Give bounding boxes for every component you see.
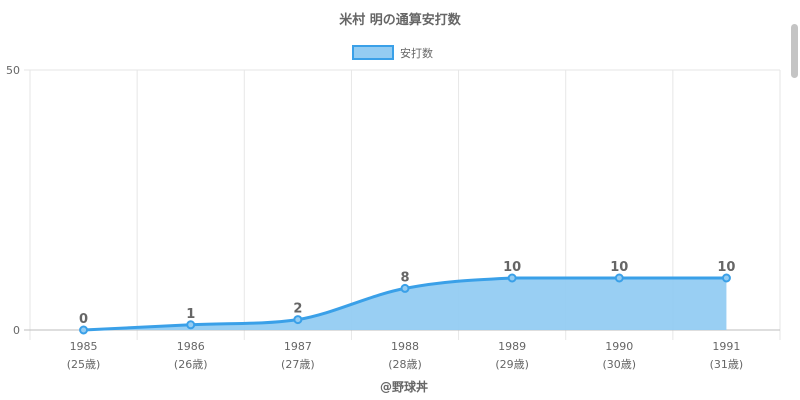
series-area [83, 278, 727, 330]
x-tick-sublabel: (26歳) [174, 358, 208, 371]
data-label: 10 [503, 260, 521, 275]
data-point[interactable] [507, 273, 517, 283]
x-tick-sublabel: (31歳) [710, 358, 744, 371]
x-tick-label: 1989 [498, 340, 526, 353]
data-label: 1 [186, 307, 195, 322]
series-hits [79, 273, 731, 335]
legend-swatch [352, 45, 394, 60]
x-tick-label: 1991 [712, 340, 740, 353]
data-point[interactable] [721, 273, 731, 283]
y-tick-label: 0 [13, 324, 20, 337]
legend[interactable]: 安打数 [352, 45, 433, 60]
x-tick-label: 1988 [391, 340, 419, 353]
data-label: 10 [610, 260, 628, 275]
scrollbar[interactable] [791, 24, 798, 78]
data-label: 10 [717, 260, 735, 275]
data-label: 0 [79, 312, 88, 327]
x-tick-label: 1987 [284, 340, 312, 353]
x-tick-label: 1986 [177, 340, 205, 353]
x-tick-sublabel: (28歳) [388, 358, 422, 371]
chart-title: 米村 明の通算安打数 [339, 12, 462, 28]
data-point[interactable] [614, 273, 624, 283]
y-axis: 0 50 [6, 64, 20, 337]
legend-label: 安打数 [400, 46, 433, 60]
data-point[interactable] [186, 320, 196, 330]
data-labels: 0 1 2 8 10 10 10 [79, 260, 735, 327]
x-tick-label: 1990 [605, 340, 633, 353]
x-tick-sublabel: (27歳) [281, 358, 315, 371]
credit: @野球丼 [380, 379, 428, 394]
data-point[interactable] [79, 325, 89, 335]
y-tick-label: 50 [6, 64, 20, 77]
data-label: 2 [293, 302, 302, 317]
data-point[interactable] [293, 315, 303, 325]
x-tick-sublabel: (25歳) [67, 358, 101, 371]
x-tick-sublabel: (29歳) [495, 358, 529, 371]
data-label: 8 [400, 270, 409, 285]
x-tick-label: 1985 [70, 340, 98, 353]
x-axis: 1985 (25歳) 1986 (26歳) 1987 (27歳) 1988 (28歳) 1989… [67, 340, 743, 371]
x-tick-sublabel: (30歳) [602, 358, 636, 371]
data-point[interactable] [400, 283, 410, 293]
